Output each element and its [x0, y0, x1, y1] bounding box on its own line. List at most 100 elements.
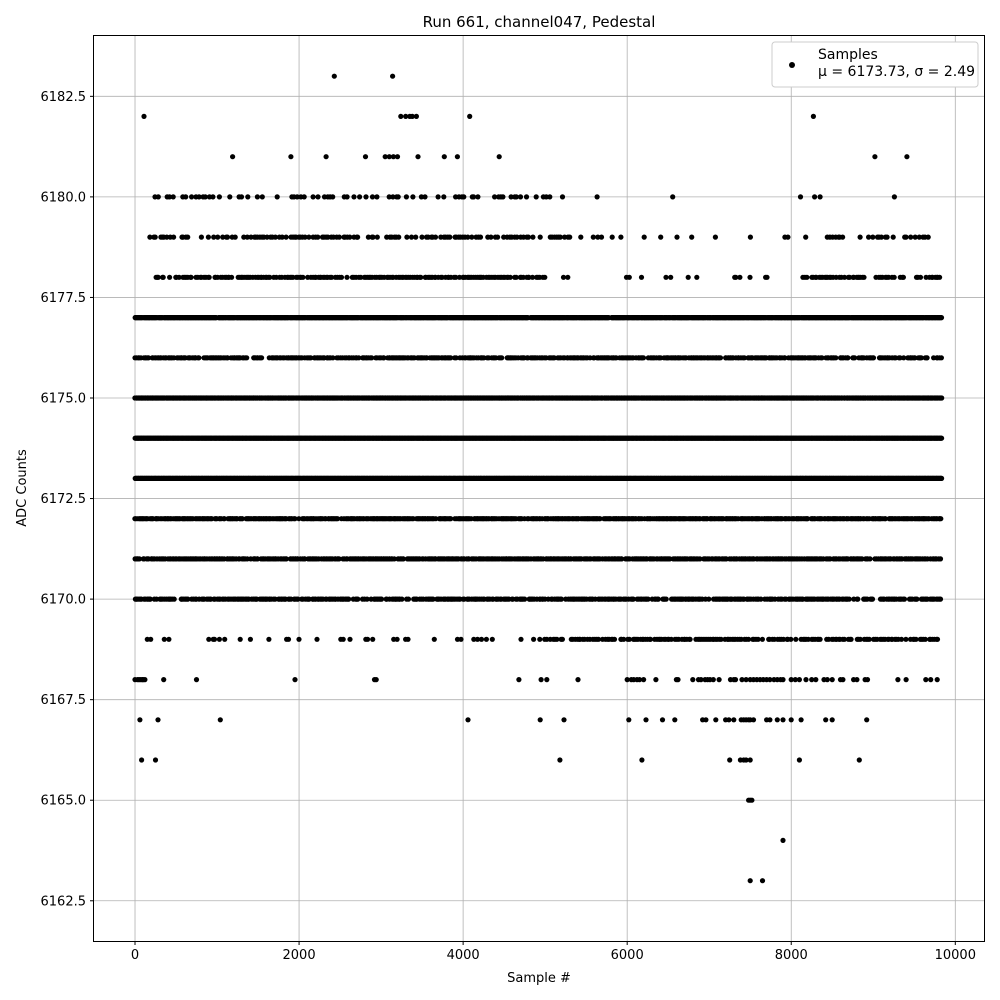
data-point — [561, 717, 567, 723]
data-point — [193, 677, 200, 683]
data-point — [136, 556, 142, 562]
data-point — [518, 636, 524, 642]
data-point — [347, 636, 353, 642]
data-point — [405, 636, 411, 642]
data-point — [743, 677, 749, 683]
data-point — [895, 677, 901, 683]
data-point — [809, 677, 815, 683]
data-point — [639, 757, 645, 763]
data-point — [855, 596, 861, 602]
data-point — [636, 677, 643, 683]
data-point — [430, 596, 436, 602]
data-point — [630, 596, 636, 602]
data-point — [538, 677, 544, 683]
data-point — [185, 596, 191, 602]
data-point — [829, 717, 835, 723]
data-point — [471, 636, 477, 642]
data-point — [939, 435, 945, 441]
data-point — [285, 636, 292, 642]
data-point — [626, 717, 632, 723]
data-point — [675, 677, 681, 683]
data-point — [237, 636, 243, 642]
data-point — [292, 677, 298, 683]
data-point — [903, 677, 909, 683]
data-point — [780, 677, 786, 683]
data-point — [690, 677, 696, 683]
data-point — [718, 636, 724, 642]
data-point — [759, 878, 766, 884]
data-point — [166, 636, 172, 642]
data-point — [798, 717, 804, 723]
data-point — [147, 596, 153, 602]
data-point — [557, 757, 563, 763]
data-point — [780, 636, 787, 642]
data-point — [292, 516, 298, 522]
data-point — [659, 717, 666, 723]
data-point — [483, 636, 489, 642]
data-point — [747, 757, 753, 763]
data-point — [938, 516, 944, 522]
data-point — [710, 677, 716, 683]
data-point — [217, 717, 223, 723]
data-point — [537, 636, 543, 642]
data-point — [516, 677, 522, 683]
data-point — [458, 636, 464, 642]
data-point — [559, 636, 566, 642]
data-point — [155, 717, 161, 723]
data-point — [216, 636, 222, 642]
data-point — [746, 636, 752, 642]
data-point — [731, 717, 737, 723]
data-point — [379, 596, 385, 602]
data-point — [137, 717, 143, 723]
data-point — [405, 596, 412, 602]
data-point — [848, 636, 854, 642]
chart-title: Run 661, channel047, Pedestal — [423, 13, 656, 31]
data-point — [846, 596, 852, 602]
data-point — [796, 677, 803, 683]
data-point — [364, 596, 370, 602]
data-point — [703, 717, 709, 723]
data-point — [866, 636, 872, 642]
data-point — [668, 636, 674, 642]
data-point — [161, 677, 167, 683]
data-point — [221, 516, 227, 522]
data-point — [537, 717, 543, 723]
data-point — [239, 516, 245, 522]
data-point — [653, 677, 659, 683]
data-point — [859, 556, 865, 562]
data-point — [793, 636, 799, 642]
data-point — [788, 636, 794, 642]
grid — [94, 36, 984, 941]
data-point — [727, 757, 733, 763]
data-point — [465, 717, 471, 723]
data-point — [643, 717, 649, 723]
data-point — [758, 596, 764, 602]
data-point — [296, 636, 302, 642]
data-point — [394, 636, 400, 642]
data-point — [370, 636, 376, 642]
data-point — [336, 556, 342, 562]
data-point — [391, 556, 397, 562]
data-point — [575, 677, 581, 683]
data-point — [867, 556, 873, 562]
data-point — [749, 797, 755, 803]
data-point — [400, 556, 406, 562]
data-point — [672, 717, 678, 723]
data-point — [522, 596, 528, 602]
data-point — [544, 677, 550, 683]
data-point — [743, 757, 749, 763]
data-point — [823, 717, 829, 723]
data-point — [296, 516, 302, 522]
data-point — [171, 596, 177, 602]
data-point — [939, 475, 945, 481]
data-point — [937, 596, 944, 602]
data-point — [856, 757, 862, 763]
data-point — [755, 636, 761, 642]
data-point — [531, 636, 537, 642]
data-point — [767, 677, 773, 683]
data-point — [283, 556, 289, 562]
data-point — [706, 596, 712, 602]
data-point — [841, 636, 848, 642]
data-point — [864, 677, 871, 683]
data-point — [641, 677, 647, 683]
